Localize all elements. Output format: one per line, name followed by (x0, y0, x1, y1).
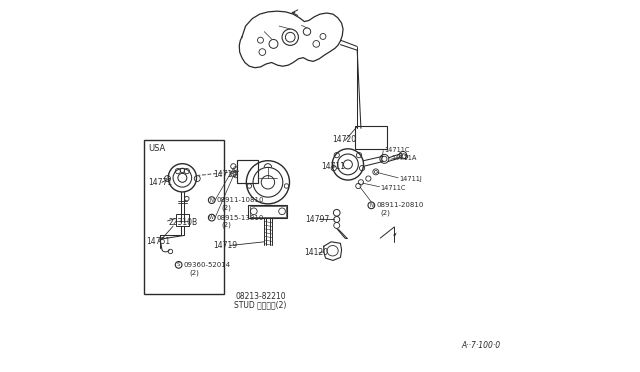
Text: 14711: 14711 (321, 162, 345, 171)
Bar (175, 214, 189, 226)
Text: W: W (209, 215, 214, 220)
Text: 22310B: 22310B (169, 218, 198, 227)
Text: (2): (2) (381, 209, 390, 216)
Bar (237, 160, 258, 183)
Bar (144, 140, 224, 294)
Text: 08213-82210: 08213-82210 (235, 292, 286, 301)
Text: N: N (210, 198, 214, 203)
Text: 08915-13810: 08915-13810 (216, 215, 264, 221)
Bar (248, 205, 287, 218)
Text: 14120: 14120 (305, 248, 328, 257)
Text: N: N (369, 203, 373, 208)
Bar (355, 126, 387, 149)
Text: STUD スタッド(2): STUD スタッド(2) (234, 301, 287, 310)
Text: S: S (177, 262, 180, 267)
Text: 14711A: 14711A (392, 155, 417, 161)
Text: 08911-20810: 08911-20810 (376, 202, 424, 208)
Text: 09360-52014: 09360-52014 (184, 262, 230, 268)
Bar (250, 206, 286, 217)
Text: 14797: 14797 (305, 215, 330, 224)
Text: (2): (2) (189, 269, 199, 276)
Text: 14711C: 14711C (381, 185, 406, 191)
Text: 14710: 14710 (213, 170, 237, 179)
Text: 14711C: 14711C (384, 147, 410, 153)
Text: 14720: 14720 (332, 135, 356, 144)
Text: 14771: 14771 (148, 178, 172, 187)
Polygon shape (393, 232, 397, 236)
Text: 14711J: 14711J (399, 176, 422, 182)
Text: USA: USA (148, 144, 166, 153)
Text: (2): (2) (221, 222, 231, 228)
Text: 08911-10810: 08911-10810 (216, 197, 264, 203)
Text: 14751: 14751 (147, 237, 170, 246)
Text: A··7·100·0: A··7·100·0 (461, 341, 500, 350)
Text: (2): (2) (221, 204, 231, 211)
Text: 14719: 14719 (213, 241, 237, 250)
